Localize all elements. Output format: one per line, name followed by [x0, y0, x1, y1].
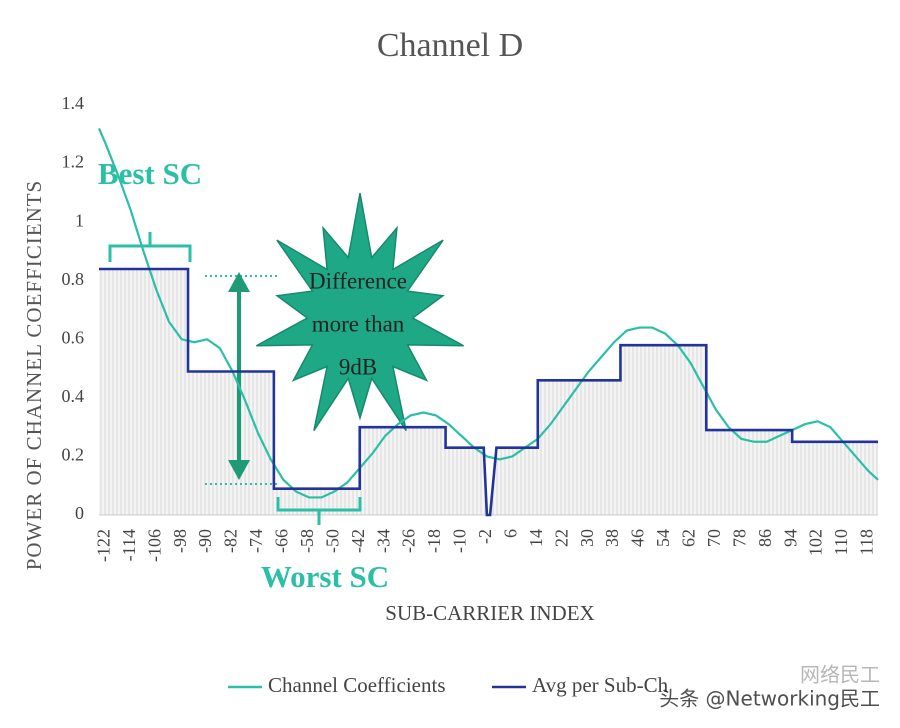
x-tick-label: -74: [246, 529, 266, 553]
legend-label: Channel Coefficients: [268, 673, 446, 697]
x-tick-label: -106: [144, 529, 164, 562]
starburst: [256, 192, 464, 432]
x-tick-label: -2: [475, 529, 495, 544]
x-tick-label: 38: [602, 529, 622, 547]
best-bracket: [108, 232, 192, 262]
x-tick-label: 94: [780, 529, 800, 547]
x-tick-label: -26: [399, 529, 419, 553]
x-axis-label: SUB-CARRIER INDEX: [385, 601, 594, 625]
x-tick-label: -114: [119, 529, 139, 561]
x-tick-label: -42: [348, 529, 368, 553]
legend-label: Avg per Sub-Ch: [532, 673, 669, 697]
y-tick-label: 0.4: [62, 386, 85, 406]
y-tick-label: 1.2: [62, 152, 85, 172]
x-tick-label: -82: [221, 529, 241, 553]
x-tick-label: 46: [628, 529, 648, 547]
y-tick-label: 1.4: [62, 93, 85, 113]
worst-bracket: [276, 497, 362, 525]
x-tick-label: 22: [551, 529, 571, 547]
annotation: more than: [312, 311, 405, 336]
x-tick-label: 70: [704, 529, 724, 547]
watermark: 网络民工: [800, 663, 880, 687]
x-tick-label: 14: [526, 529, 546, 547]
annotation: 9dB: [339, 354, 377, 379]
x-tick-label: 6: [500, 529, 520, 538]
x-tick-label: -66: [272, 529, 292, 553]
x-tick-label: -10: [450, 529, 470, 553]
x-tick-label: -98: [170, 529, 190, 553]
x-tick-label: -18: [424, 529, 444, 553]
x-tick-label: 118: [857, 529, 877, 555]
x-tick-label: 110: [831, 529, 851, 555]
x-tick-label: 30: [577, 529, 597, 547]
annotation: Best SC: [98, 156, 202, 191]
step-line: [99, 267, 878, 517]
x-tick-label: 62: [679, 529, 699, 547]
x-tick-label: -90: [195, 529, 215, 553]
x-tick-label: 86: [755, 529, 775, 547]
x-tick-label: -34: [373, 529, 393, 553]
x-tick-label: 102: [806, 529, 826, 556]
x-tick-label: 78: [729, 529, 749, 547]
x-tick-label: 54: [653, 529, 673, 547]
curve-line: [97, 127, 879, 499]
y-tick-label: 0.8: [62, 269, 85, 289]
y-tick-label: 0: [75, 503, 84, 523]
diff-arrow-head-bottom: [228, 460, 250, 480]
diff-arrow-head-top: [228, 272, 250, 292]
y-axis-label: POWER OF CHANNEL COEFFICIENTS: [22, 180, 46, 571]
y-tick-label: 0.6: [62, 327, 85, 347]
step-area: [99, 269, 878, 515]
x-tick-label: -58: [297, 529, 317, 553]
y-tick-label: 1: [75, 210, 84, 230]
x-tick-label: -122: [93, 529, 113, 562]
chart-title: Channel D: [377, 27, 523, 64]
x-tick-label: -50: [322, 529, 342, 553]
watermark: 头条 @Networking民工: [659, 687, 880, 711]
annotation: Difference: [309, 268, 407, 293]
y-tick-label: 0.2: [62, 445, 85, 465]
annotation: Worst SC: [261, 559, 389, 594]
